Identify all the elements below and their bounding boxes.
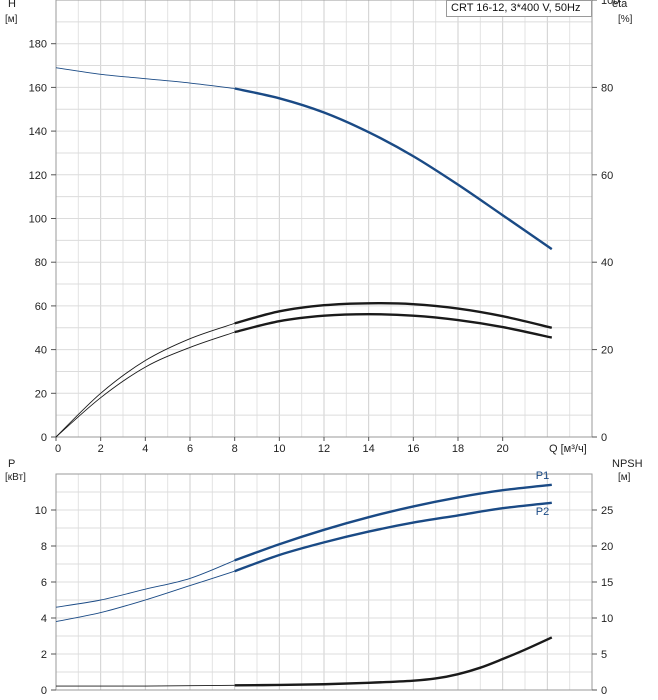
y-axis-unit-left: [м] (5, 14, 18, 25)
series-0-1-thick-line (234, 302, 553, 329)
y-axis-title-left: P (8, 458, 15, 470)
y-tick-label-right: 15 (601, 577, 613, 589)
series-1-2-thick-line (234, 636, 553, 687)
x-tick-label: 20 (497, 443, 509, 455)
x-tick-label: 2 (98, 443, 104, 455)
series-1-1-thick-line (234, 501, 552, 573)
y-tick-label-right: 10 (601, 613, 613, 625)
x-tick-label: 10 (273, 443, 285, 455)
x-tick-label: 8 (232, 443, 238, 455)
y-axis-title-right: NPSH (612, 458, 643, 470)
y-axis-unit-left: [кВт] (5, 472, 26, 483)
legend-box: CRT 16-12, 3*400 V, 50Hz (446, 0, 592, 17)
y-tick-label-left: 160 (29, 82, 47, 94)
x-tick-label: 12 (318, 443, 330, 455)
y-tick-label-left: 0 (41, 685, 47, 697)
x-tick-label: 6 (187, 443, 193, 455)
y-tick-label-left: 4 (41, 613, 47, 625)
x-tick-label: 4 (142, 443, 148, 455)
x-tick-label: 18 (452, 443, 464, 455)
y-tick-label-left: 100 (29, 214, 47, 226)
series-0-1-thin-line (55, 322, 235, 438)
y-tick-label-right: 20 (601, 541, 613, 553)
series-1-0-thick-line (234, 483, 552, 562)
x-tick-label: 0 (55, 443, 61, 455)
y-tick-label-left: 80 (35, 257, 47, 269)
series-label-p2: P2 (536, 506, 549, 518)
y-axis-title-right: eta (612, 0, 628, 10)
y-tick-label-right: 80 (601, 82, 613, 94)
series-label-p1: P1 (536, 470, 549, 482)
y-tick-label-left: 0 (41, 432, 47, 444)
y-tick-label-left: 180 (29, 39, 47, 51)
y-tick-label-right: 60 (601, 170, 613, 182)
y-tick-label-right: 40 (601, 257, 613, 269)
y-tick-label-left: 140 (29, 126, 47, 138)
y-tick-label-right: 25 (601, 505, 613, 517)
series-0-0-thin-line (55, 67, 235, 89)
y-tick-label-right: 100 (601, 0, 619, 7)
x-tick-label: 16 (407, 443, 419, 455)
y-tick-label-left: 10 (35, 505, 47, 517)
y-tick-label-right: 0 (601, 432, 607, 444)
y-tick-label-right: 0 (601, 685, 607, 697)
series-0-0-thick-line (234, 87, 553, 251)
series-1-1-thin-line (55, 570, 235, 623)
y-tick-label-left: 8 (41, 541, 47, 553)
series-1-0-thin-line (55, 559, 235, 608)
y-tick-label-left: 60 (35, 301, 47, 313)
y-tick-label-right: 5 (601, 649, 607, 661)
y-tick-label-left: 40 (35, 345, 47, 357)
x-axis-label: Q [м³/ч] (549, 443, 587, 455)
series-0-2-thick-line (234, 312, 553, 339)
y-axis-unit-right: [%] (618, 14, 633, 25)
series-0-2-thin-line (55, 331, 235, 438)
y-tick-label-right: 20 (601, 345, 613, 357)
y-tick-label-left: 20 (35, 388, 47, 400)
y-tick-label-left: 6 (41, 577, 47, 589)
y-axis-unit-right: [м] (618, 472, 631, 483)
y-tick-label-left: 2 (41, 649, 47, 661)
y-axis-title-left: H (8, 0, 16, 10)
series-1-2-thin-line (56, 684, 235, 687)
x-tick-label: 14 (363, 443, 375, 455)
y-tick-label-left: 120 (29, 170, 47, 182)
